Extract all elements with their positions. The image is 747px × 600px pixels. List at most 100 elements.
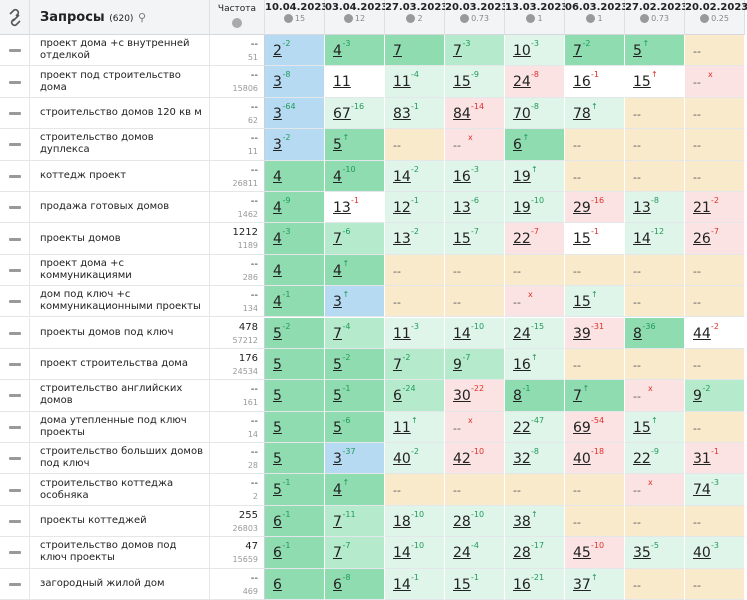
position-cell[interactable]: -- x — [625, 474, 685, 506]
date-header[interactable]: 03.04.2023 12 — [325, 0, 388, 35]
position-cell[interactable]: 5 -2 — [325, 348, 385, 381]
position-cell[interactable]: -- — [685, 97, 745, 130]
position-cell[interactable]: 37 ↑ — [565, 568, 625, 600]
date-header[interactable]: 06.03.2023 1 — [565, 0, 628, 35]
position-cell[interactable]: 19 -10 — [505, 191, 565, 224]
position-cell[interactable]: 11 ↑ — [385, 411, 445, 444]
position-cell[interactable]: 44 -2 — [685, 317, 745, 349]
row-toggle[interactable] — [0, 35, 30, 67]
position-cell[interactable]: -- — [385, 254, 445, 287]
position-cell[interactable]: 78 ↑ — [565, 97, 625, 130]
position-cell[interactable]: 30 -22 — [445, 380, 505, 412]
position-cell[interactable]: -- — [385, 286, 445, 318]
row-toggle[interactable] — [0, 505, 30, 538]
position-cell[interactable]: -- — [685, 348, 745, 381]
position-cell[interactable]: 24 -4 — [445, 537, 505, 569]
date-header[interactable]: 13.03.2023 1 — [505, 0, 568, 35]
position-cell[interactable]: -- — [445, 474, 505, 506]
row-toggle[interactable] — [0, 129, 30, 161]
position-cell[interactable]: 7 -11 — [325, 505, 385, 538]
position-cell[interactable]: 5 ↑ — [325, 129, 385, 161]
position-cell[interactable]: 7 -3 — [445, 35, 505, 67]
position-cell[interactable]: 13 -8 — [625, 191, 685, 224]
position-cell[interactable]: 6 -24 — [385, 380, 445, 412]
position-cell[interactable]: 6 -1 — [265, 537, 325, 569]
position-cell[interactable]: -- — [445, 286, 505, 318]
position-cell[interactable]: -- — [625, 160, 685, 192]
date-header[interactable]: 27.03.2023 2 — [385, 0, 448, 35]
position-cell[interactable]: -- — [685, 254, 745, 287]
position-cell[interactable]: -- x — [505, 286, 565, 318]
position-cell[interactable]: -- — [625, 286, 685, 318]
position-cell[interactable]: 40 -2 — [385, 443, 445, 475]
position-cell[interactable]: 4 -3 — [325, 35, 385, 67]
position-cell[interactable]: -- — [685, 160, 745, 192]
row-toggle[interactable] — [0, 223, 30, 255]
position-cell[interactable]: -- — [385, 129, 445, 161]
position-cell[interactable]: 3 -37 — [325, 443, 385, 475]
position-cell[interactable]: 3 -64 — [265, 97, 325, 130]
row-toggle[interactable] — [0, 537, 30, 569]
position-cell[interactable]: 42 -10 — [445, 443, 505, 475]
position-cell[interactable]: 26 -7 — [685, 223, 745, 255]
position-cell[interactable]: 16 ↑ — [505, 348, 565, 381]
position-cell[interactable]: 14 -1 — [385, 568, 445, 600]
position-cell[interactable]: 9 -7 — [445, 348, 505, 381]
row-toggle[interactable] — [0, 568, 30, 600]
position-cell[interactable]: 18 -10 — [385, 505, 445, 538]
position-cell[interactable]: 22 -47 — [505, 411, 565, 444]
position-cell[interactable]: 6 — [265, 568, 325, 600]
position-cell[interactable]: 13 -1 — [325, 191, 385, 224]
position-cell[interactable]: 67 -16 — [325, 97, 385, 130]
position-cell[interactable]: 7 ↑ — [565, 380, 625, 412]
position-cell[interactable]: 13 -6 — [445, 191, 505, 224]
position-cell[interactable]: 22 -7 — [505, 223, 565, 255]
row-toggle[interactable] — [0, 348, 30, 381]
position-cell[interactable]: 6 -8 — [325, 568, 385, 600]
position-cell[interactable]: 4 ↑ — [325, 474, 385, 506]
position-cell[interactable]: -- — [565, 254, 625, 287]
position-cell[interactable]: 10 -3 — [505, 35, 565, 67]
position-cell[interactable]: 6 -1 — [265, 505, 325, 538]
position-cell[interactable]: -- — [565, 160, 625, 192]
position-cell[interactable]: 13 -2 — [385, 223, 445, 255]
position-cell[interactable]: -- — [685, 35, 745, 67]
position-cell[interactable]: 5 — [265, 411, 325, 444]
position-cell[interactable]: 7 -4 — [325, 317, 385, 349]
row-toggle[interactable] — [0, 411, 30, 444]
position-cell[interactable]: -- — [565, 348, 625, 381]
position-cell[interactable]: 4 -1 — [265, 286, 325, 318]
position-cell[interactable]: 38 ↑ — [505, 505, 565, 538]
position-cell[interactable]: 7 — [385, 35, 445, 67]
position-cell[interactable]: 14 -12 — [625, 223, 685, 255]
position-cell[interactable]: 45 -10 — [565, 537, 625, 569]
position-cell[interactable]: 16 -1 — [565, 66, 625, 98]
position-cell[interactable]: -- x — [685, 66, 745, 98]
position-cell[interactable]: -- — [505, 474, 565, 506]
position-cell[interactable]: 4 — [265, 160, 325, 192]
row-toggle[interactable] — [0, 160, 30, 192]
position-cell[interactable]: 8 -36 — [625, 317, 685, 349]
position-cell[interactable]: 11 -4 — [385, 66, 445, 98]
date-header[interactable]: 10.04.2023 15 — [265, 0, 328, 35]
position-cell[interactable]: -- — [625, 348, 685, 381]
position-cell[interactable]: -- — [625, 254, 685, 287]
position-cell[interactable]: 4 — [265, 254, 325, 287]
position-cell[interactable]: 15 ↑ — [565, 286, 625, 318]
position-cell[interactable]: 7 -2 — [385, 348, 445, 381]
date-header[interactable]: 27.02.2023 0.73 — [625, 0, 688, 35]
position-cell[interactable]: 40 -18 — [565, 443, 625, 475]
position-cell[interactable]: -- — [445, 254, 505, 287]
position-cell[interactable]: 6 ↑ — [505, 129, 565, 161]
position-cell[interactable]: 5 ↑ — [625, 35, 685, 67]
row-toggle[interactable] — [0, 380, 30, 412]
position-cell[interactable]: 19 ↑ — [505, 160, 565, 192]
date-header[interactable]: 20.03.2023 0.73 — [445, 0, 508, 35]
position-cell[interactable]: 15 -1 — [565, 223, 625, 255]
position-cell[interactable]: 84 -14 — [445, 97, 505, 130]
row-toggle[interactable] — [0, 191, 30, 224]
date-header[interactable]: 20.02.2023 0.25 — [685, 0, 747, 35]
position-cell[interactable]: 74 -3 — [685, 474, 745, 506]
position-cell[interactable]: 39 -31 — [565, 317, 625, 349]
position-cell[interactable]: -- x — [445, 411, 505, 444]
